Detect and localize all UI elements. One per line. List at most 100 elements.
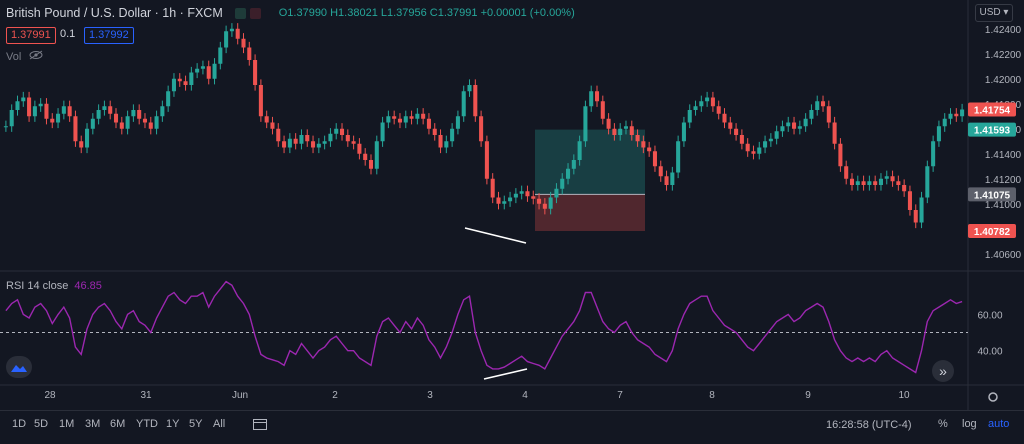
candle[interactable] — [751, 151, 756, 154]
candle[interactable] — [890, 176, 895, 182]
candle[interactable] — [218, 47, 223, 64]
candle[interactable] — [571, 160, 576, 169]
candle[interactable] — [925, 166, 930, 198]
candle[interactable] — [566, 168, 571, 179]
candle[interactable] — [339, 128, 345, 135]
candle[interactable] — [542, 203, 547, 209]
candle[interactable] — [79, 141, 84, 148]
candle[interactable] — [722, 113, 727, 123]
candle[interactable] — [936, 126, 941, 142]
candle[interactable] — [710, 97, 715, 107]
candle[interactable] — [884, 176, 889, 179]
calendar-range-icon[interactable] — [252, 417, 268, 436]
candle[interactable] — [403, 116, 408, 123]
candle[interactable] — [699, 101, 704, 107]
candle[interactable] — [728, 122, 733, 129]
candle[interactable] — [15, 101, 20, 110]
candle[interactable] — [525, 191, 530, 197]
candle[interactable] — [311, 141, 316, 148]
candle[interactable] — [287, 138, 292, 148]
candle[interactable] — [954, 113, 959, 117]
candle[interactable] — [119, 122, 124, 129]
candle[interactable] — [531, 196, 536, 199]
candle[interactable] — [849, 178, 855, 185]
timeframe-3m[interactable]: 3M — [85, 418, 101, 430]
price-trendline[interactable] — [464, 227, 527, 244]
candle[interactable] — [67, 106, 72, 117]
candle[interactable] — [496, 197, 501, 204]
log-toggle[interactable]: log — [962, 418, 977, 430]
timeframe-ytd[interactable]: YTD — [136, 418, 158, 430]
candle[interactable] — [809, 110, 814, 119]
candle[interactable] — [299, 135, 304, 144]
candle[interactable] — [189, 72, 194, 86]
candle[interactable] — [212, 63, 217, 79]
candle[interactable] — [113, 113, 119, 123]
candle[interactable] — [444, 141, 449, 148]
candle[interactable] — [50, 118, 55, 123]
candle[interactable] — [745, 143, 750, 152]
candle[interactable] — [73, 116, 78, 142]
currency-button[interactable]: USD ▾ — [975, 4, 1013, 22]
candle[interactable] — [415, 113, 420, 119]
candle[interactable] — [316, 143, 321, 148]
buy-button[interactable]: 1.37992 — [84, 27, 134, 44]
candle[interactable] — [455, 116, 460, 129]
candle[interactable] — [600, 101, 605, 119]
settings-gear-icon[interactable] — [988, 392, 998, 402]
candle[interactable] — [160, 106, 165, 117]
candle[interactable] — [629, 126, 634, 135]
market-status-icon[interactable] — [234, 7, 246, 19]
candle[interactable] — [919, 197, 924, 223]
candle[interactable] — [3, 126, 8, 128]
candle[interactable] — [907, 191, 912, 210]
candle[interactable] — [137, 110, 142, 119]
candle[interactable] — [258, 85, 263, 117]
candle[interactable] — [206, 66, 211, 79]
candle[interactable] — [380, 122, 385, 142]
symbol-title[interactable]: British Pound / U.S. Dollar · 1h · FXCM — [6, 6, 223, 20]
candle[interactable] — [421, 113, 426, 119]
candle[interactable] — [508, 197, 513, 202]
candle[interactable] — [166, 91, 171, 107]
candle[interactable] — [357, 143, 362, 154]
candle[interactable] — [282, 141, 287, 148]
candle[interactable] — [763, 141, 768, 148]
candle[interactable] — [363, 153, 368, 160]
candle[interactable] — [867, 181, 872, 185]
candle[interactable] — [409, 116, 414, 119]
candle[interactable] — [658, 166, 663, 177]
candle[interactable] — [142, 118, 148, 123]
candle[interactable] — [792, 122, 797, 129]
timeframe-1m[interactable]: 1M — [59, 418, 75, 430]
candle[interactable] — [606, 118, 611, 129]
candle[interactable] — [61, 106, 66, 114]
candle[interactable] — [838, 143, 843, 167]
candle[interactable] — [484, 141, 489, 179]
candle[interactable] — [148, 122, 153, 129]
candle[interactable] — [687, 110, 692, 123]
candle[interactable] — [878, 178, 883, 185]
eye-hidden-icon[interactable] — [29, 50, 43, 63]
candle[interactable] — [774, 131, 779, 139]
candle[interactable] — [426, 118, 431, 129]
candle[interactable] — [502, 201, 507, 204]
candle[interactable] — [183, 81, 188, 85]
candle[interactable] — [322, 141, 327, 144]
candle[interactable] — [652, 151, 657, 167]
take-profit-zone[interactable] — [535, 129, 645, 195]
candle[interactable] — [635, 135, 640, 142]
candle[interactable] — [786, 122, 791, 127]
candle[interactable] — [392, 116, 397, 119]
candle[interactable] — [38, 103, 43, 107]
candle[interactable] — [467, 85, 472, 92]
candle[interactable] — [960, 109, 965, 117]
candle[interactable] — [623, 126, 629, 129]
candle[interactable] — [235, 28, 240, 39]
candle[interactable] — [44, 103, 49, 119]
candle[interactable] — [931, 141, 936, 167]
candle[interactable] — [438, 135, 443, 148]
candle[interactable] — [195, 68, 200, 73]
candle[interactable] — [554, 188, 559, 198]
candle[interactable] — [589, 91, 594, 107]
